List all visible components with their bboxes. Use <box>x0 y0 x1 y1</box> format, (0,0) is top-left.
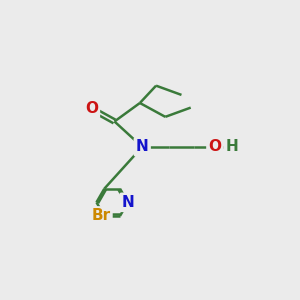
Text: Br: Br <box>91 208 110 224</box>
Text: O: O <box>208 140 221 154</box>
Text: N: N <box>136 140 148 154</box>
Text: N: N <box>122 195 134 210</box>
Text: H: H <box>226 140 239 154</box>
Text: O: O <box>85 101 98 116</box>
